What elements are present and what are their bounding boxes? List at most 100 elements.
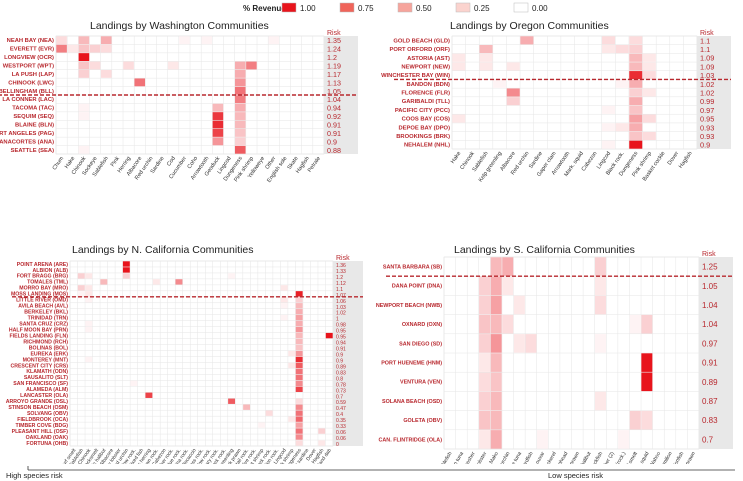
y-tick-label: PLEASANT HILL (OSF) xyxy=(12,429,69,435)
heatmap-cell xyxy=(212,112,224,120)
y-tick-label: GOLD BEACH (GLD) xyxy=(393,38,450,44)
y-tick-label: LA CONNER (LAC) xyxy=(2,97,54,103)
heatmap-cell xyxy=(295,362,303,369)
heatmap-cell xyxy=(629,62,643,71)
heatmap-cell xyxy=(295,356,303,363)
heatmap-cell xyxy=(175,279,183,285)
heatmap-cell xyxy=(212,103,224,112)
heatmap-cell xyxy=(145,392,153,398)
y-tick-label: LITTLE RIVER (OMD) xyxy=(16,298,68,304)
heatmap-cell xyxy=(295,368,303,375)
risk-values: 1.25 1.05 1.04 1.04 0.97 0.91 0.89 0.87 0.83 0.7 xyxy=(702,263,718,445)
risk-header: Risk xyxy=(336,255,350,262)
risk-header: Risk xyxy=(327,30,341,37)
y-tick-label: VENTURA (VEN) xyxy=(400,380,442,386)
heatmap-cell xyxy=(602,140,616,149)
y-tick-label: GARIBALDI (TLL) xyxy=(402,99,450,105)
heatmap-cell xyxy=(537,430,549,449)
heatmap-cell xyxy=(228,398,236,404)
heatmap-cell xyxy=(56,36,67,45)
x-tick-label: Chum xyxy=(52,155,66,171)
heatmap-cell xyxy=(479,410,491,430)
y-tick-label: DEPOE BAY (DPO) xyxy=(398,125,450,131)
heatmap-cell xyxy=(490,391,502,411)
risk-value: 0.9 xyxy=(700,141,710,150)
risk-value: 1.12 xyxy=(336,281,346,287)
heatmap-cell xyxy=(325,332,333,339)
heatmap-cell xyxy=(502,314,514,334)
risk-value: 1.1 xyxy=(336,287,343,293)
y-tick-label: ASTORIA (AST) xyxy=(407,56,450,62)
y-tick-label: SAN DIEGO (SD) xyxy=(399,341,442,347)
risk-value: 0.93 xyxy=(700,123,714,132)
heatmap-cell xyxy=(288,350,296,357)
heatmap-cell xyxy=(280,297,288,303)
heatmap-cell xyxy=(602,123,616,132)
x-tick-label: Wahoo xyxy=(649,451,662,464)
x-tick-label: Mako xyxy=(488,451,500,464)
y-tick-label: TACOMA (TAC) xyxy=(12,106,54,112)
heatmap-cell xyxy=(234,61,246,70)
heatmap-cell xyxy=(85,285,93,291)
heatmap-cell xyxy=(228,273,236,279)
heatmap-cell xyxy=(85,320,93,327)
heatmap-cell xyxy=(642,88,656,97)
y-tick-label: BANDON (BDN) xyxy=(407,82,451,88)
y-tick-label: NEWPORT BEACH (NWB) xyxy=(376,303,442,309)
y-tick-label: ANACORTES (ANA) xyxy=(0,139,54,145)
risk-value: 1.35 xyxy=(327,37,341,45)
heatmap-cell xyxy=(479,44,493,54)
heatmap-cell xyxy=(513,295,525,315)
heatmap-cell xyxy=(234,103,246,112)
heatmap-cell xyxy=(295,386,303,392)
legend-label: 1.00 xyxy=(300,4,316,13)
y-tick-label: RICHMOND (RCH) xyxy=(23,339,68,345)
risk-value: 0.97 xyxy=(700,106,714,115)
heatmap-cell xyxy=(295,291,303,297)
heatmap-cell xyxy=(479,53,493,62)
heatmap-cell xyxy=(629,97,643,106)
heatmap-cell xyxy=(615,79,629,88)
y-tick-label: TRINIDAD (TRN) xyxy=(28,316,69,322)
y-tick-label: LONGVIEW (OCR) xyxy=(4,55,54,61)
y-tick-label: OAKLAND (OAK) xyxy=(26,435,69,441)
heatmap-cell xyxy=(629,123,643,132)
risk-value: 0.59 xyxy=(336,400,346,406)
heatmap-cell xyxy=(179,36,190,45)
footer-low-risk: Low species risk xyxy=(548,471,603,480)
y-tick-label: NEWPORT (NEW) xyxy=(401,64,450,70)
risk-value: 0.91 xyxy=(327,130,341,138)
y-tick-label: FORT BRAGG (BRG) xyxy=(17,274,69,280)
risk-value: 0.99 xyxy=(700,97,714,106)
heatmap-cell xyxy=(295,410,303,416)
risk-value: 0.78 xyxy=(336,382,346,388)
heatmap-cells xyxy=(77,261,333,446)
risk-value: 0.92 xyxy=(327,113,341,121)
x-tick-label: Hagfish xyxy=(678,151,694,170)
risk-header: Risk xyxy=(702,251,716,258)
heatmap-cell xyxy=(629,53,643,62)
y-tick-label: SANTA BARBARA (SB) xyxy=(383,264,442,270)
y-axis-labels: NEAH BAY (NEA) EVERETT (EVR) LONGVIEW (OCR… xyxy=(0,38,54,154)
risk-value: 0.95 xyxy=(336,335,346,341)
y-tick-label: FLORENCE (FLR) xyxy=(401,91,450,97)
x-axis-labels: SablefishBluefin tunaThresherSpiny lobst… xyxy=(438,451,697,464)
heatmap-cell xyxy=(212,129,224,137)
risk-value: 0.73 xyxy=(336,388,346,394)
heatmap-cell xyxy=(77,273,85,279)
heatmap-cell xyxy=(615,44,629,54)
heatmap-cell xyxy=(629,140,643,149)
heatmap-cell xyxy=(602,36,616,45)
heatmap-cell xyxy=(234,137,246,146)
risk-value: 1.02 xyxy=(700,89,714,98)
heatmap-cell xyxy=(295,428,303,434)
heatmap-cell xyxy=(78,53,90,61)
y-tick-label: BERKELEY (BKL) xyxy=(24,310,68,316)
heatmap-cell xyxy=(520,36,534,45)
x-tick-label: Hake xyxy=(450,151,462,165)
risk-value: 1.17 xyxy=(327,71,341,79)
heatmap-cell xyxy=(629,131,643,141)
x-tick-label: Dover xyxy=(667,151,681,167)
heatmap-cell xyxy=(280,315,288,321)
heatmap-cell xyxy=(85,356,93,363)
